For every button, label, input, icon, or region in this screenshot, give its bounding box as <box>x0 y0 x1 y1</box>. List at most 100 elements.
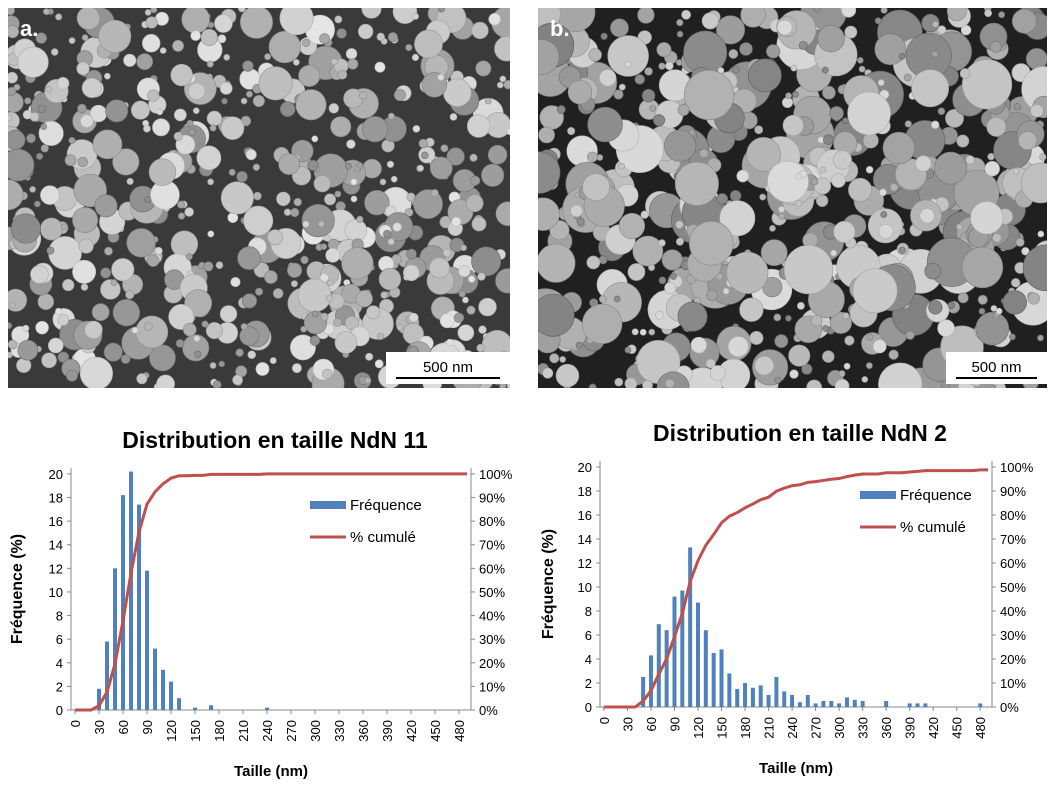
particle <box>201 320 209 328</box>
particle <box>749 330 764 345</box>
x-tick-label: 480 <box>973 717 988 739</box>
particle <box>35 152 44 160</box>
particle <box>649 105 657 112</box>
y2-tick-label: 0% <box>479 703 498 718</box>
particle <box>599 295 607 304</box>
particle <box>658 239 666 247</box>
bar <box>209 705 213 710</box>
particle <box>848 177 873 202</box>
particle <box>975 311 1010 346</box>
particle <box>774 334 789 349</box>
particle <box>279 8 314 36</box>
particle <box>345 162 352 170</box>
particle <box>100 279 121 300</box>
particle <box>664 378 675 388</box>
particle <box>1002 290 1027 315</box>
particle <box>336 28 347 39</box>
particle <box>242 60 254 72</box>
particle <box>555 363 580 388</box>
particle <box>857 56 864 64</box>
particle <box>852 268 898 314</box>
x-tick-label: 330 <box>856 717 871 739</box>
particle <box>557 105 566 114</box>
particle <box>240 8 273 39</box>
particle <box>334 190 342 198</box>
particle <box>418 138 428 149</box>
particle <box>475 60 492 77</box>
particle <box>748 58 782 93</box>
particle <box>230 277 241 288</box>
particle <box>177 212 186 220</box>
particle <box>301 204 335 238</box>
particle <box>823 134 834 145</box>
particle <box>405 43 413 52</box>
particle <box>330 58 338 66</box>
particle <box>442 248 452 257</box>
bar <box>805 695 810 707</box>
y2-tick-label: 90% <box>479 491 505 506</box>
particle <box>937 25 947 35</box>
particle <box>614 377 624 387</box>
particle <box>931 50 939 58</box>
x-tick-label: 390 <box>903 717 918 739</box>
particle <box>754 125 764 135</box>
particle <box>453 312 465 323</box>
x-tick-label: 60 <box>644 717 659 731</box>
particle <box>778 205 786 213</box>
particle <box>207 178 214 186</box>
particle <box>9 301 16 309</box>
particle <box>287 262 303 278</box>
particle <box>65 369 78 382</box>
particle <box>962 59 1013 110</box>
particle <box>240 323 248 331</box>
particle <box>345 48 358 60</box>
particle <box>798 40 808 50</box>
particle <box>173 131 183 141</box>
y-tick-label: 14 <box>49 538 63 553</box>
bar <box>169 681 173 710</box>
particle <box>458 265 471 278</box>
particle <box>844 335 855 346</box>
bar <box>137 504 141 710</box>
particle <box>430 189 439 197</box>
particle <box>193 335 201 342</box>
y2-tick-label: 30% <box>479 632 505 647</box>
particle <box>538 126 555 144</box>
y2-tick-label: 50% <box>1000 580 1026 595</box>
particle <box>443 78 472 107</box>
particle <box>661 249 683 271</box>
y2-tick-label: 100% <box>479 467 513 482</box>
particle <box>739 42 753 56</box>
particle <box>874 17 882 25</box>
particle <box>328 103 339 114</box>
legend-label: Fréquence <box>900 487 972 504</box>
particle <box>300 325 307 333</box>
x-tick-label: 0 <box>68 720 83 727</box>
particle <box>449 113 458 121</box>
particle <box>214 14 233 33</box>
x-tick-label: 30 <box>92 720 107 734</box>
particle <box>587 151 598 163</box>
bar <box>177 698 181 710</box>
particle <box>264 270 278 284</box>
particle <box>325 294 334 302</box>
legend-label: % cumulé <box>350 529 416 546</box>
bar <box>837 703 842 707</box>
particle <box>576 217 585 226</box>
particle <box>29 186 36 193</box>
particle <box>344 219 368 242</box>
x-tick-label: 270 <box>284 720 299 742</box>
particle <box>961 246 1004 289</box>
x-tick-label: 120 <box>164 720 179 742</box>
particle <box>822 325 829 332</box>
particle <box>644 67 653 76</box>
particle <box>365 352 374 361</box>
particle <box>709 365 726 381</box>
particle <box>499 75 507 83</box>
particle <box>538 151 561 194</box>
particle <box>624 60 632 69</box>
particle <box>478 297 497 317</box>
particle <box>1009 333 1016 341</box>
bar <box>907 703 912 707</box>
particle <box>911 69 950 108</box>
